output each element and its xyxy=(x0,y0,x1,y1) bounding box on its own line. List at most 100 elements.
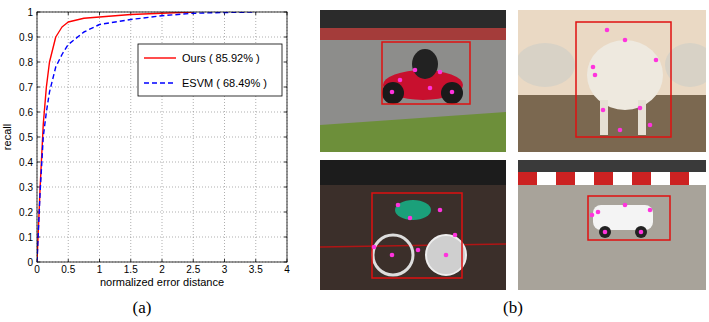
y-tick-label: 0.7 xyxy=(19,82,33,93)
keypoint xyxy=(601,108,606,113)
photo xyxy=(320,160,506,290)
y-tick-label: 0.3 xyxy=(19,182,33,193)
keypoint xyxy=(605,28,610,33)
wheel xyxy=(426,235,466,275)
rider xyxy=(412,49,438,79)
cow xyxy=(518,43,575,87)
cow xyxy=(587,40,663,110)
keypoint xyxy=(618,128,623,133)
x-tick xyxy=(193,259,194,262)
photo xyxy=(518,10,706,152)
barrier xyxy=(689,172,706,185)
y-tick xyxy=(37,87,40,88)
photo xyxy=(320,10,506,152)
x-tick xyxy=(130,259,131,262)
x-grid xyxy=(99,12,100,262)
photo xyxy=(518,160,706,290)
y-tick-label: 1 xyxy=(27,7,33,18)
keypoint xyxy=(444,253,449,258)
keypoint xyxy=(416,248,421,253)
grass xyxy=(320,112,506,152)
car xyxy=(593,205,653,230)
track-line xyxy=(320,244,506,247)
x-tick xyxy=(68,259,69,262)
barrier xyxy=(632,172,651,185)
legend-label: ESVM ( 68.49% ) xyxy=(182,77,267,89)
legend-label: Ours ( 85.92% ) xyxy=(182,52,260,64)
y-tick xyxy=(284,112,287,113)
y-grid xyxy=(37,137,287,138)
keypoint xyxy=(648,208,653,213)
x-tick-label: 3.5 xyxy=(249,264,263,275)
keypoint xyxy=(638,106,643,111)
track-edge xyxy=(320,28,506,40)
wheel xyxy=(599,226,611,238)
keypoint xyxy=(593,73,598,78)
x-tick xyxy=(99,12,100,15)
bbox xyxy=(372,193,462,278)
x-axis-label: normalized error distance xyxy=(100,276,224,288)
y-tick-label: 0.4 xyxy=(19,157,33,168)
y-grid xyxy=(37,187,287,188)
y-tick xyxy=(37,137,40,138)
x-tick-label: 2 xyxy=(159,264,165,275)
x-tick xyxy=(99,259,100,262)
wheel xyxy=(635,226,647,238)
y-grid xyxy=(37,37,287,38)
y-tick-label: 0.1 xyxy=(19,232,33,243)
tires xyxy=(320,10,506,28)
y-tick-label: 0.5 xyxy=(19,132,33,143)
keypoint xyxy=(450,90,455,95)
keypoint xyxy=(453,233,458,238)
y-grid xyxy=(37,212,287,213)
keypoint xyxy=(372,245,377,250)
x-tick-label: 3 xyxy=(222,264,228,275)
y-tick xyxy=(284,87,287,88)
keypoint xyxy=(590,213,595,218)
y-grid xyxy=(37,112,287,113)
y-tick xyxy=(37,112,40,113)
y-tick xyxy=(284,37,287,38)
y-tick xyxy=(284,62,287,63)
keypoint xyxy=(623,203,628,208)
road xyxy=(320,10,506,152)
y-tick xyxy=(37,62,40,63)
keypoint xyxy=(438,208,443,213)
keypoint xyxy=(408,216,413,221)
keypoint xyxy=(428,86,433,91)
keypoint xyxy=(648,123,653,128)
stands xyxy=(320,160,506,185)
background xyxy=(518,160,706,172)
x-tick-label: 2.5 xyxy=(186,264,200,275)
keypoint xyxy=(396,203,401,208)
panel-label: (b) xyxy=(503,298,523,317)
x-tick xyxy=(162,259,163,262)
wheel xyxy=(382,82,404,104)
y-tick-label: 0 xyxy=(27,257,33,268)
barrier xyxy=(613,172,632,185)
y-tick-label: 0.2 xyxy=(19,207,33,218)
plot-frame xyxy=(37,12,287,262)
bbox xyxy=(588,196,670,240)
x-tick-label: 0 xyxy=(34,264,40,275)
y-tick-label: 0.6 xyxy=(19,107,33,118)
wheel xyxy=(373,235,413,275)
wheel xyxy=(441,82,463,104)
y-tick xyxy=(37,37,40,38)
keypoint xyxy=(413,68,418,73)
y-tick xyxy=(284,137,287,138)
legend-box xyxy=(138,44,282,96)
keypoint xyxy=(654,58,659,63)
x-tick-label: 0.5 xyxy=(61,264,75,275)
panel-label: (a) xyxy=(133,298,152,317)
barrier xyxy=(518,172,537,185)
x-tick-label: 4 xyxy=(284,264,290,275)
keypoint xyxy=(639,230,644,235)
ground xyxy=(518,160,706,290)
keypoint xyxy=(596,210,601,215)
y-tick xyxy=(284,237,287,238)
barrier xyxy=(670,172,689,185)
keypoint xyxy=(623,38,628,43)
keypoint xyxy=(390,90,395,95)
barrier xyxy=(537,172,556,185)
